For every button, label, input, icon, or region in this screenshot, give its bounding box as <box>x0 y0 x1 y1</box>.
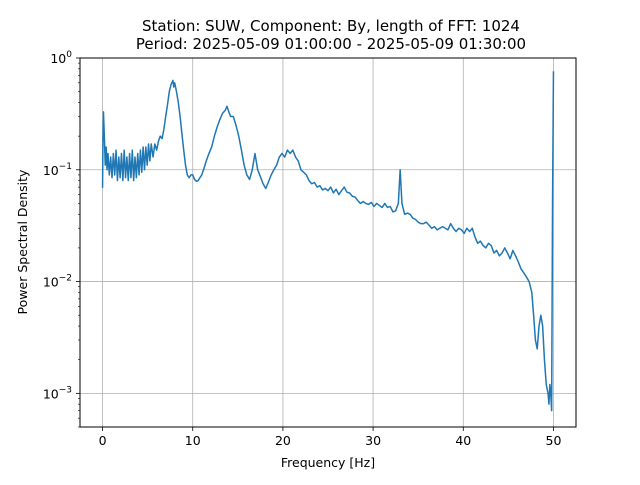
x-axis: 0 10 20 30 40 50 <box>99 427 562 448</box>
chart-subtitle: Period: 2025-05-09 01:00:00 - 2025-05-09… <box>136 35 526 53</box>
chart-title: Station: SUW, Component: By, length of F… <box>142 17 520 35</box>
y-axis-label: Power Spectral Density <box>15 169 30 314</box>
x-tick-label: 50 <box>546 433 562 448</box>
x-tick-label: 10 <box>185 433 201 448</box>
x-axis-label: Frequency [Hz] <box>281 455 375 470</box>
y-tick-label: 10−1 <box>43 162 72 178</box>
y-axis: 10−3 10−2 10−1 100 <box>43 50 80 428</box>
y-tick-label: 10−2 <box>43 274 72 290</box>
series-layer <box>101 71 555 412</box>
x-tick-label: 20 <box>275 433 291 448</box>
plot-frame <box>79 57 577 428</box>
x-tick-label: 0 <box>99 433 107 448</box>
y-tick-label: 10−3 <box>43 385 72 401</box>
y-tick-label: 100 <box>50 50 72 66</box>
x-tick-label: 30 <box>365 433 381 448</box>
x-tick-label: 40 <box>455 433 471 448</box>
psd-line <box>101 71 555 412</box>
